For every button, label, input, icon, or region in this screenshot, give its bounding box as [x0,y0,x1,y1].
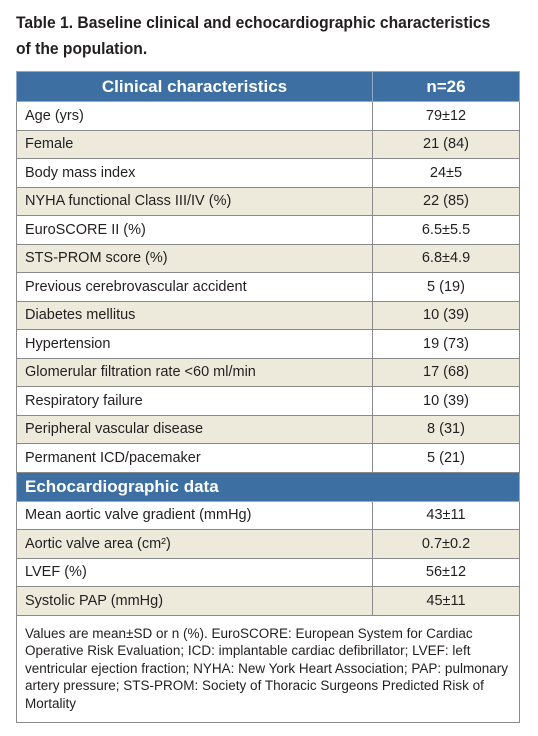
row-value: 5 (21) [372,443,520,473]
row-value: 19 (73) [372,329,520,359]
table-row: STS-PROM score (%) 6.8±4.9 [16,243,520,273]
echo-section: Mean aortic valve gradient (mmHg) 43±11 Ao… [16,500,520,616]
row-value: 79±12 [372,101,520,131]
table-row: Aortic valve area (cm²) 0.7±0.2 [16,529,520,559]
caption-line-2: of the population. [16,39,148,58]
row-label: Glomerular filtration rate <60 ml/min [16,357,373,387]
row-value: 21 (84) [372,129,520,159]
table-footnote: Values are mean±SD or n (%). EuroSCORE: … [16,614,520,723]
table-row: NYHA functional Class III/IV (%) 22 (85) [16,186,520,216]
row-value: 24±5 [372,158,520,188]
footnote-section: Values are mean±SD or n (%). EuroSCORE: … [16,614,520,723]
row-label: Previous cerebrovascular accident [16,272,373,302]
header-clinical-characteristics: Clinical characteristics [16,71,373,102]
row-label: Systolic PAP (mmHg) [16,586,373,616]
echo-section-header: Echocardiographic data [16,471,520,502]
row-label: Permanent ICD/pacemaker [16,443,373,473]
row-label: Age (yrs) [16,101,373,131]
row-value: 10 (39) [372,386,520,416]
table-row: Mean aortic valve gradient (mmHg) 43±11 [16,500,520,530]
table-header-row: Clinical characteristics n=26 [16,71,520,102]
row-value: 10 (39) [372,300,520,330]
row-value: 56±12 [372,557,520,587]
baseline-characteristics-table: Clinical characteristics n=26 Age (yrs) 7… [16,71,520,723]
row-value: 5 (19) [372,272,520,302]
table-row: Hypertension 19 (73) [16,329,520,359]
row-label: Mean aortic valve gradient (mmHg) [16,500,373,530]
row-value: 6.8±4.9 [372,243,520,273]
row-label: Diabetes mellitus [16,300,373,330]
table-row: Peripheral vascular disease 8 (31) [16,414,520,444]
row-label: Aortic valve area (cm²) [16,529,373,559]
section-header-row: Echocardiographic data [16,471,520,502]
row-label: Respiratory failure [16,386,373,416]
table-row: Respiratory failure 10 (39) [16,386,520,416]
row-label: Body mass index [16,158,373,188]
row-label: NYHA functional Class III/IV (%) [16,186,373,216]
row-label: EuroSCORE II (%) [16,215,373,245]
table-row: Permanent ICD/pacemaker 5 (21) [16,443,520,473]
row-label: LVEF (%) [16,557,373,587]
table-row: Age (yrs) 79±12 [16,101,520,131]
table-row: Diabetes mellitus 10 (39) [16,300,520,330]
table-row: Previous cerebrovascular accident 5 (19) [16,272,520,302]
table-row: Body mass index 24±5 [16,158,520,188]
table-row: Female 21 (84) [16,129,520,159]
caption-line-1: Table 1. Baseline clinical and echocardi… [16,13,491,32]
row-value: 45±11 [372,586,520,616]
row-value: 6.5±5.5 [372,215,520,245]
table-caption: Table 1. Baseline clinical and echocardi… [16,10,491,62]
row-value: 0.7±0.2 [372,529,520,559]
table-row: LVEF (%) 56±12 [16,557,520,587]
row-value: 17 (68) [372,357,520,387]
echo-section-title: Echocardiographic data [16,471,520,502]
row-value: 8 (31) [372,414,520,444]
row-value: 22 (85) [372,186,520,216]
table-row: EuroSCORE II (%) 6.5±5.5 [16,215,520,245]
row-label: Female [16,129,373,159]
footnote-row: Values are mean±SD or n (%). EuroSCORE: … [16,614,520,723]
clinical-section: Age (yrs) 79±12 Female 21 (84) Body mass ind… [16,101,520,473]
row-label: Peripheral vascular disease [16,414,373,444]
table-row: Systolic PAP (mmHg) 45±11 [16,586,520,616]
row-value: 43±11 [372,500,520,530]
header-n: n=26 [372,71,520,102]
row-label: Hypertension [16,329,373,359]
table-row: Glomerular filtration rate <60 ml/min 17 … [16,357,520,387]
row-label: STS-PROM score (%) [16,243,373,273]
